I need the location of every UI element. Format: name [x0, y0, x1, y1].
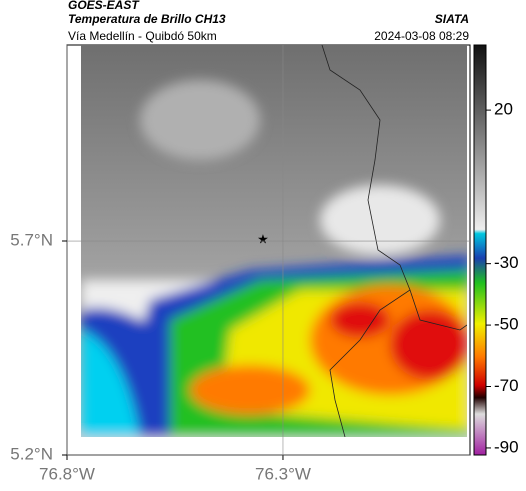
- colorbar-tick-label: 20: [494, 100, 513, 119]
- colorbar: [473, 44, 487, 456]
- colorbar-tick-label: -90: [494, 437, 519, 456]
- y-tick-label: 5.7°N: [10, 230, 53, 249]
- subtitle: Vía Medellín - Quibdó 50km: [68, 29, 217, 43]
- product: GOES-EAST: [68, 0, 140, 12]
- colorbar-tick-label: -50: [494, 315, 519, 334]
- satellite-image: [81, 45, 467, 437]
- x-tick-label: 76.8°W: [39, 464, 95, 483]
- source: SIATA: [435, 12, 469, 26]
- colorbar-tick-label: -70: [494, 376, 519, 395]
- title: Temperatura de Brillo CH13: [68, 12, 226, 26]
- timestamp: 2024-03-08 08:29: [374, 29, 469, 43]
- y-tick-label: 5.2°N: [10, 444, 53, 463]
- city-marker: ★: [257, 231, 269, 246]
- colorbar-tick-label: -30: [494, 253, 519, 272]
- x-tick-label: 76.3°W: [255, 464, 311, 483]
